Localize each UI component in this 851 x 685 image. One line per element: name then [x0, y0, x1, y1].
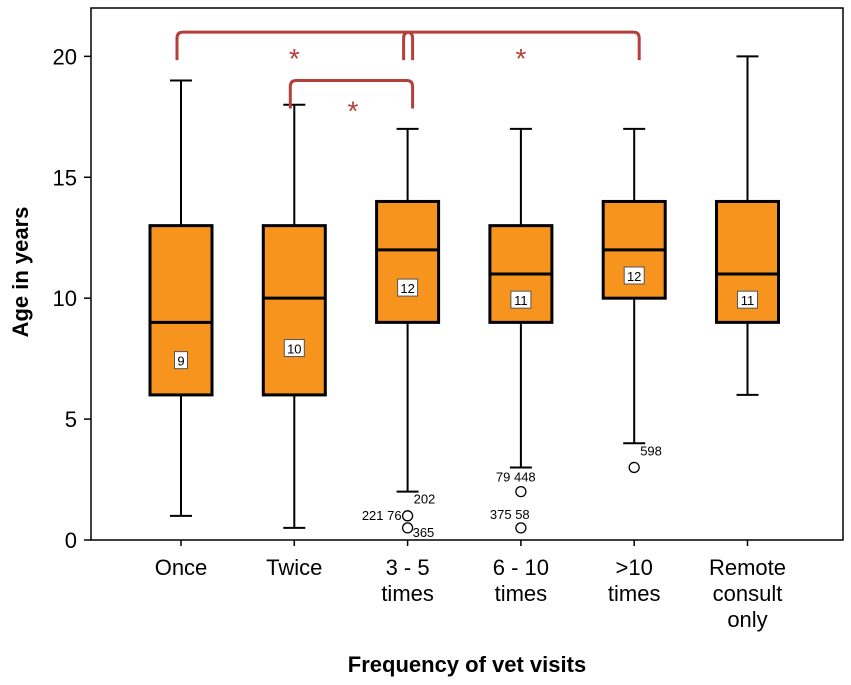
y-tick-label: 15 [53, 165, 77, 190]
outlier-point [515, 485, 527, 498]
median-label-box [397, 278, 419, 297]
x-category-label: Remote [709, 555, 786, 580]
x-category-label: consult [713, 581, 783, 606]
outlier-point [515, 522, 527, 534]
x-axis-title: Frequency of vet visits [348, 652, 586, 677]
median-label-box [174, 351, 188, 370]
y-tick-label: 0 [65, 528, 77, 553]
outlier-point [401, 510, 414, 522]
x-category-label: times [608, 581, 661, 606]
box-group: 12 202 221 76 365 [362, 127, 441, 540]
bracket-line [402, 30, 641, 61]
iqr-box [261, 224, 327, 397]
box-group: 11 [715, 55, 780, 396]
whisker-point-label: 202 [414, 492, 436, 507]
significance-brackets: * * * [175, 30, 641, 127]
significance-star: * [289, 43, 300, 74]
significance-bracket: * [402, 30, 641, 74]
outlier-label: 598 [640, 443, 662, 458]
box-group: 11 79 448 375 58 [488, 127, 554, 534]
x-category-label: Twice [266, 555, 322, 580]
outlier-label: 365 [413, 525, 435, 540]
box-group: 12 598 [601, 127, 667, 474]
significance-bracket: * [288, 79, 415, 127]
outlier-label: 221 76 [362, 508, 402, 523]
median-label: 10 [287, 342, 301, 357]
y-tick-label: 20 [53, 44, 77, 69]
y-tick-label: 10 [53, 286, 77, 311]
median-label: 12 [400, 281, 414, 296]
boxes: 9 10 12 202 221 76 365 11 79 448 375 58 12 598 11 [148, 55, 780, 540]
iqr-box [375, 199, 441, 324]
outlier-point [628, 461, 640, 474]
y-axis: 0 5 10 15 20 [53, 44, 91, 553]
median-label-box [737, 290, 758, 309]
box-group: 9 [148, 79, 214, 517]
median-label: 12 [627, 269, 641, 284]
median-label-box [510, 290, 532, 309]
x-category-label: 3 - 5 [386, 555, 430, 580]
x-category-label: Once [155, 555, 208, 580]
median-label: 11 [741, 293, 755, 308]
x-category-label: only [727, 607, 767, 632]
median-label-box [283, 339, 305, 358]
bracket-line [175, 30, 415, 61]
median-label-box [623, 266, 645, 285]
outlier-label: 375 58 [490, 507, 530, 522]
significance-star: * [347, 96, 358, 127]
x-category-label: times [495, 581, 548, 606]
plot-frame [90, 7, 844, 541]
x-category-label: >10 [616, 555, 653, 580]
y-axis-title: Age in years [8, 207, 33, 338]
iqr-box [148, 224, 214, 397]
y-tick-label: 5 [65, 407, 77, 432]
outlier-label: 79 448 [496, 470, 536, 485]
x-category-label: 6 - 10 [493, 555, 549, 580]
box-group: 10 [261, 103, 327, 529]
significance-bracket: * [175, 30, 415, 74]
bracket-line [288, 79, 415, 109]
significance-star: * [515, 43, 526, 74]
outlier-point [401, 522, 414, 534]
x-category-label: times [381, 581, 434, 606]
median-label: 9 [177, 354, 184, 369]
median-label: 11 [514, 293, 528, 308]
